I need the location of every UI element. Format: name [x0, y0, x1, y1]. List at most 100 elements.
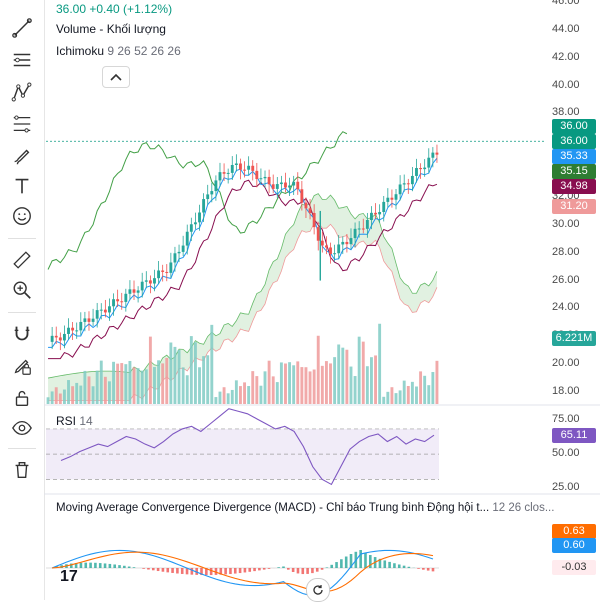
volume-bar [431, 372, 434, 404]
horizontal-lines-icon[interactable] [6, 46, 38, 74]
price-axis-tick: 20.00 [552, 357, 580, 369]
volume-bar [378, 324, 381, 404]
volume-bar [104, 377, 107, 404]
volume-bar [399, 390, 402, 404]
volume-bar [190, 336, 193, 404]
line-tool-icon[interactable] [6, 14, 38, 42]
trash-icon[interactable] [6, 456, 38, 484]
candle-body [149, 280, 152, 283]
candle-body [403, 183, 406, 184]
candle-body [190, 224, 193, 231]
volume-bar [436, 361, 439, 404]
reset-chart-button[interactable] [306, 578, 330, 602]
volume-bar [194, 342, 197, 404]
volume-bar [358, 337, 361, 404]
candle-body [243, 170, 246, 171]
chart-area[interactable]: 36.00 +0.40 (+1.12%) Volume - Khối lượng… [44, 0, 600, 600]
text-icon[interactable] [6, 172, 38, 200]
price-axis-tick: 24.00 [552, 301, 580, 313]
candle-body [202, 199, 205, 212]
macd-histogram-bar [176, 568, 179, 573]
macd-histogram-bar [99, 563, 102, 568]
volume-bar [423, 376, 426, 404]
ichimoku-legend: Ichimoku 9 26 52 26 26 [56, 44, 181, 58]
macd-histogram-bar [210, 568, 213, 575]
candle-body [268, 177, 271, 184]
candle-body [305, 203, 308, 209]
candle-body [165, 272, 168, 273]
macd-histogram-bar [316, 568, 319, 572]
macd-histogram-bar [166, 568, 169, 572]
candle-body [292, 182, 295, 186]
price-tag: 36.00 [552, 119, 596, 134]
volume-bar [419, 371, 422, 404]
volume-bar [362, 342, 365, 404]
volume-bar [206, 355, 209, 404]
candle-body [227, 173, 230, 174]
volume-bar [407, 386, 410, 404]
candle-body [96, 310, 99, 319]
volume-bar [214, 397, 217, 404]
lock-drawing-icon[interactable] [6, 352, 38, 380]
candle-body [419, 168, 422, 169]
volume-bar [272, 376, 275, 404]
pattern-icon[interactable] [6, 78, 38, 106]
macd-histogram-bar [408, 567, 411, 568]
collapse-legend-button[interactable] [102, 66, 130, 88]
macd-histogram-bar [248, 568, 251, 572]
candle-body [116, 299, 119, 301]
price-axis-tick: 26.00 [552, 274, 580, 286]
macd-value-tag: 0.60 [552, 538, 596, 553]
candle-body [104, 310, 107, 313]
macd-histogram-bar [171, 568, 174, 573]
magnet-icon[interactable] [6, 320, 38, 348]
candle-body [411, 176, 414, 184]
macd-histogram-bar [191, 568, 194, 575]
macd-histogram-bar [224, 568, 227, 574]
volume-legend: Volume - Khối lượng [56, 22, 166, 36]
macd-histogram-bar [422, 568, 425, 570]
volume-bar [128, 361, 131, 404]
volume-bar [79, 386, 82, 404]
brush-icon[interactable] [6, 142, 38, 170]
candle-body [210, 191, 213, 194]
candle-body [88, 318, 91, 321]
drawing-toolbar [0, 0, 45, 600]
candle-body [198, 213, 201, 223]
candle-body [100, 310, 103, 311]
candle-body [325, 245, 328, 247]
candle-body [309, 208, 312, 213]
macd-title: Moving Average Convergence Divergence (M… [56, 502, 489, 514]
candle-body [259, 178, 262, 179]
emoji-icon[interactable] [6, 202, 38, 230]
eye-icon[interactable] [6, 414, 38, 442]
candle-body [63, 334, 66, 340]
candle-body [370, 213, 373, 220]
candle-body [141, 282, 144, 291]
candle-body [386, 198, 389, 202]
macd-histogram-bar [388, 562, 391, 568]
macd-histogram-bar [239, 568, 242, 573]
candle-body [329, 247, 332, 253]
candle-body [182, 246, 185, 252]
volume-bar [337, 344, 340, 404]
macd-histogram-bar [128, 566, 131, 568]
macd-histogram-bar [287, 568, 290, 570]
candle-body [341, 242, 344, 245]
lock-icon[interactable] [6, 384, 38, 412]
candle-body [75, 330, 78, 331]
candle-body [178, 252, 181, 253]
fib-icon[interactable] [6, 110, 38, 138]
zoom-in-icon[interactable] [6, 276, 38, 304]
volume-bar [284, 364, 287, 404]
macd-histogram-bar [258, 568, 261, 570]
volume-bar [108, 381, 111, 404]
macd-histogram-bar [417, 568, 420, 569]
volume-bar [124, 364, 127, 404]
candle-body [83, 318, 86, 322]
ruler-icon[interactable] [6, 246, 38, 274]
candle-body [231, 165, 234, 173]
macd-histogram-bar [398, 564, 401, 568]
volume-bar [411, 382, 414, 404]
candle-body [395, 194, 398, 199]
